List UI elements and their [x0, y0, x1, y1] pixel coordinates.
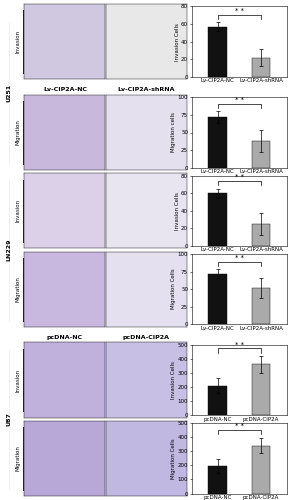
Text: * *: * * — [235, 255, 244, 261]
Text: LN229: LN229 — [6, 239, 11, 261]
Y-axis label: Invasion Cells: Invasion Cells — [171, 361, 176, 399]
Text: Lv-CIP2A-NC: Lv-CIP2A-NC — [43, 87, 87, 92]
Y-axis label: Invasion Cells: Invasion Cells — [175, 192, 180, 230]
Text: pcDNA-CIP2A: pcDNA-CIP2A — [123, 334, 170, 340]
Bar — [209, 386, 227, 415]
Bar — [252, 141, 270, 168]
Bar — [252, 288, 270, 325]
Text: Invasion: Invasion — [16, 30, 21, 53]
Text: Migration: Migration — [16, 120, 21, 146]
Y-axis label: Migration Cells: Migration Cells — [171, 269, 176, 310]
Text: * *: * * — [235, 342, 244, 347]
Bar — [209, 117, 227, 168]
Text: Migration: Migration — [16, 446, 21, 471]
Text: Lv-CIP2A-shRNA: Lv-CIP2A-shRNA — [118, 87, 175, 92]
Text: Migration: Migration — [16, 276, 21, 302]
Bar — [252, 446, 270, 494]
Text: * *: * * — [235, 174, 244, 180]
Y-axis label: Migration Cells: Migration Cells — [171, 438, 176, 478]
Text: U87: U87 — [6, 412, 11, 426]
Y-axis label: Invasion Cells: Invasion Cells — [175, 22, 180, 60]
Bar — [209, 274, 227, 324]
Bar — [209, 26, 227, 77]
Text: * *: * * — [235, 97, 244, 103]
Text: * *: * * — [235, 424, 244, 430]
Text: Invasion: Invasion — [16, 200, 21, 222]
Bar — [252, 364, 270, 415]
Text: * *: * * — [235, 8, 244, 14]
Bar — [209, 466, 227, 493]
Y-axis label: Migration cells: Migration cells — [171, 112, 176, 152]
Bar — [209, 193, 227, 246]
Text: U251: U251 — [6, 84, 11, 102]
Bar — [252, 224, 270, 246]
Text: Invasion: Invasion — [16, 368, 21, 392]
Text: pcDNA-NC: pcDNA-NC — [47, 334, 83, 340]
Bar — [252, 58, 270, 77]
